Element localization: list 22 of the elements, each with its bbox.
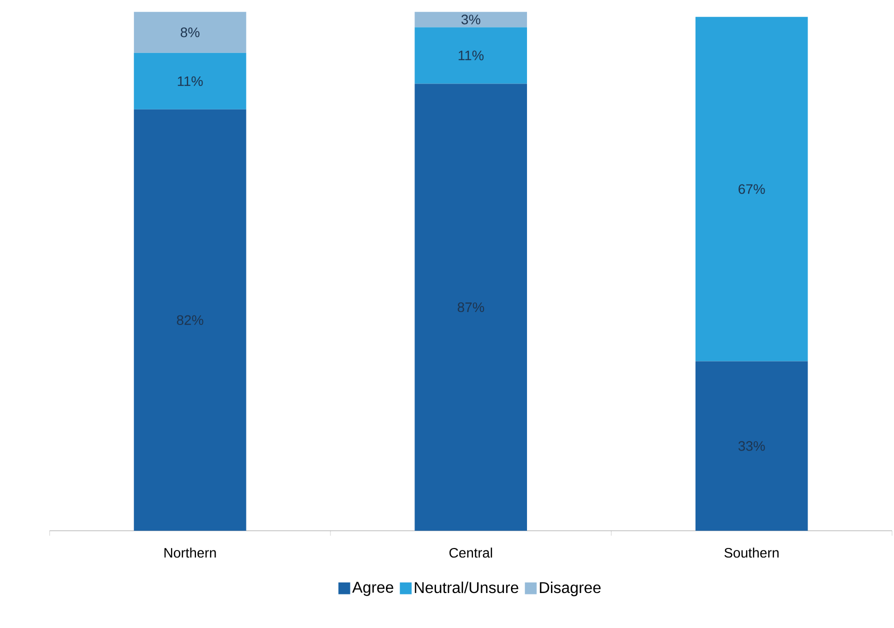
bar	[414, 84, 528, 531]
legend-label: Disagree	[540, 582, 601, 596]
data-label: 82%	[176, 315, 204, 325]
data-label: 8%	[180, 27, 200, 38]
legend-label: Neutral/Unsure	[414, 582, 518, 594]
bar	[134, 52, 246, 110]
x-tick-label: Northern	[164, 548, 216, 558]
x-tick-label: Southern	[724, 548, 779, 558]
data-label: 3%	[461, 14, 480, 24]
data-label: 11%	[458, 50, 484, 60]
legend-label: Agree	[352, 582, 394, 596]
bar	[695, 361, 808, 531]
data-label: 67%	[738, 184, 765, 194]
bar	[134, 109, 246, 531]
bar	[134, 12, 246, 53]
data-label: 11%	[178, 76, 203, 86]
x-tick-label: Central	[449, 548, 492, 558]
bar	[414, 27, 528, 84]
bar	[695, 16, 808, 362]
data-label: 87%	[458, 302, 484, 312]
data-label: 33%	[738, 441, 765, 451]
bar	[414, 12, 528, 28]
